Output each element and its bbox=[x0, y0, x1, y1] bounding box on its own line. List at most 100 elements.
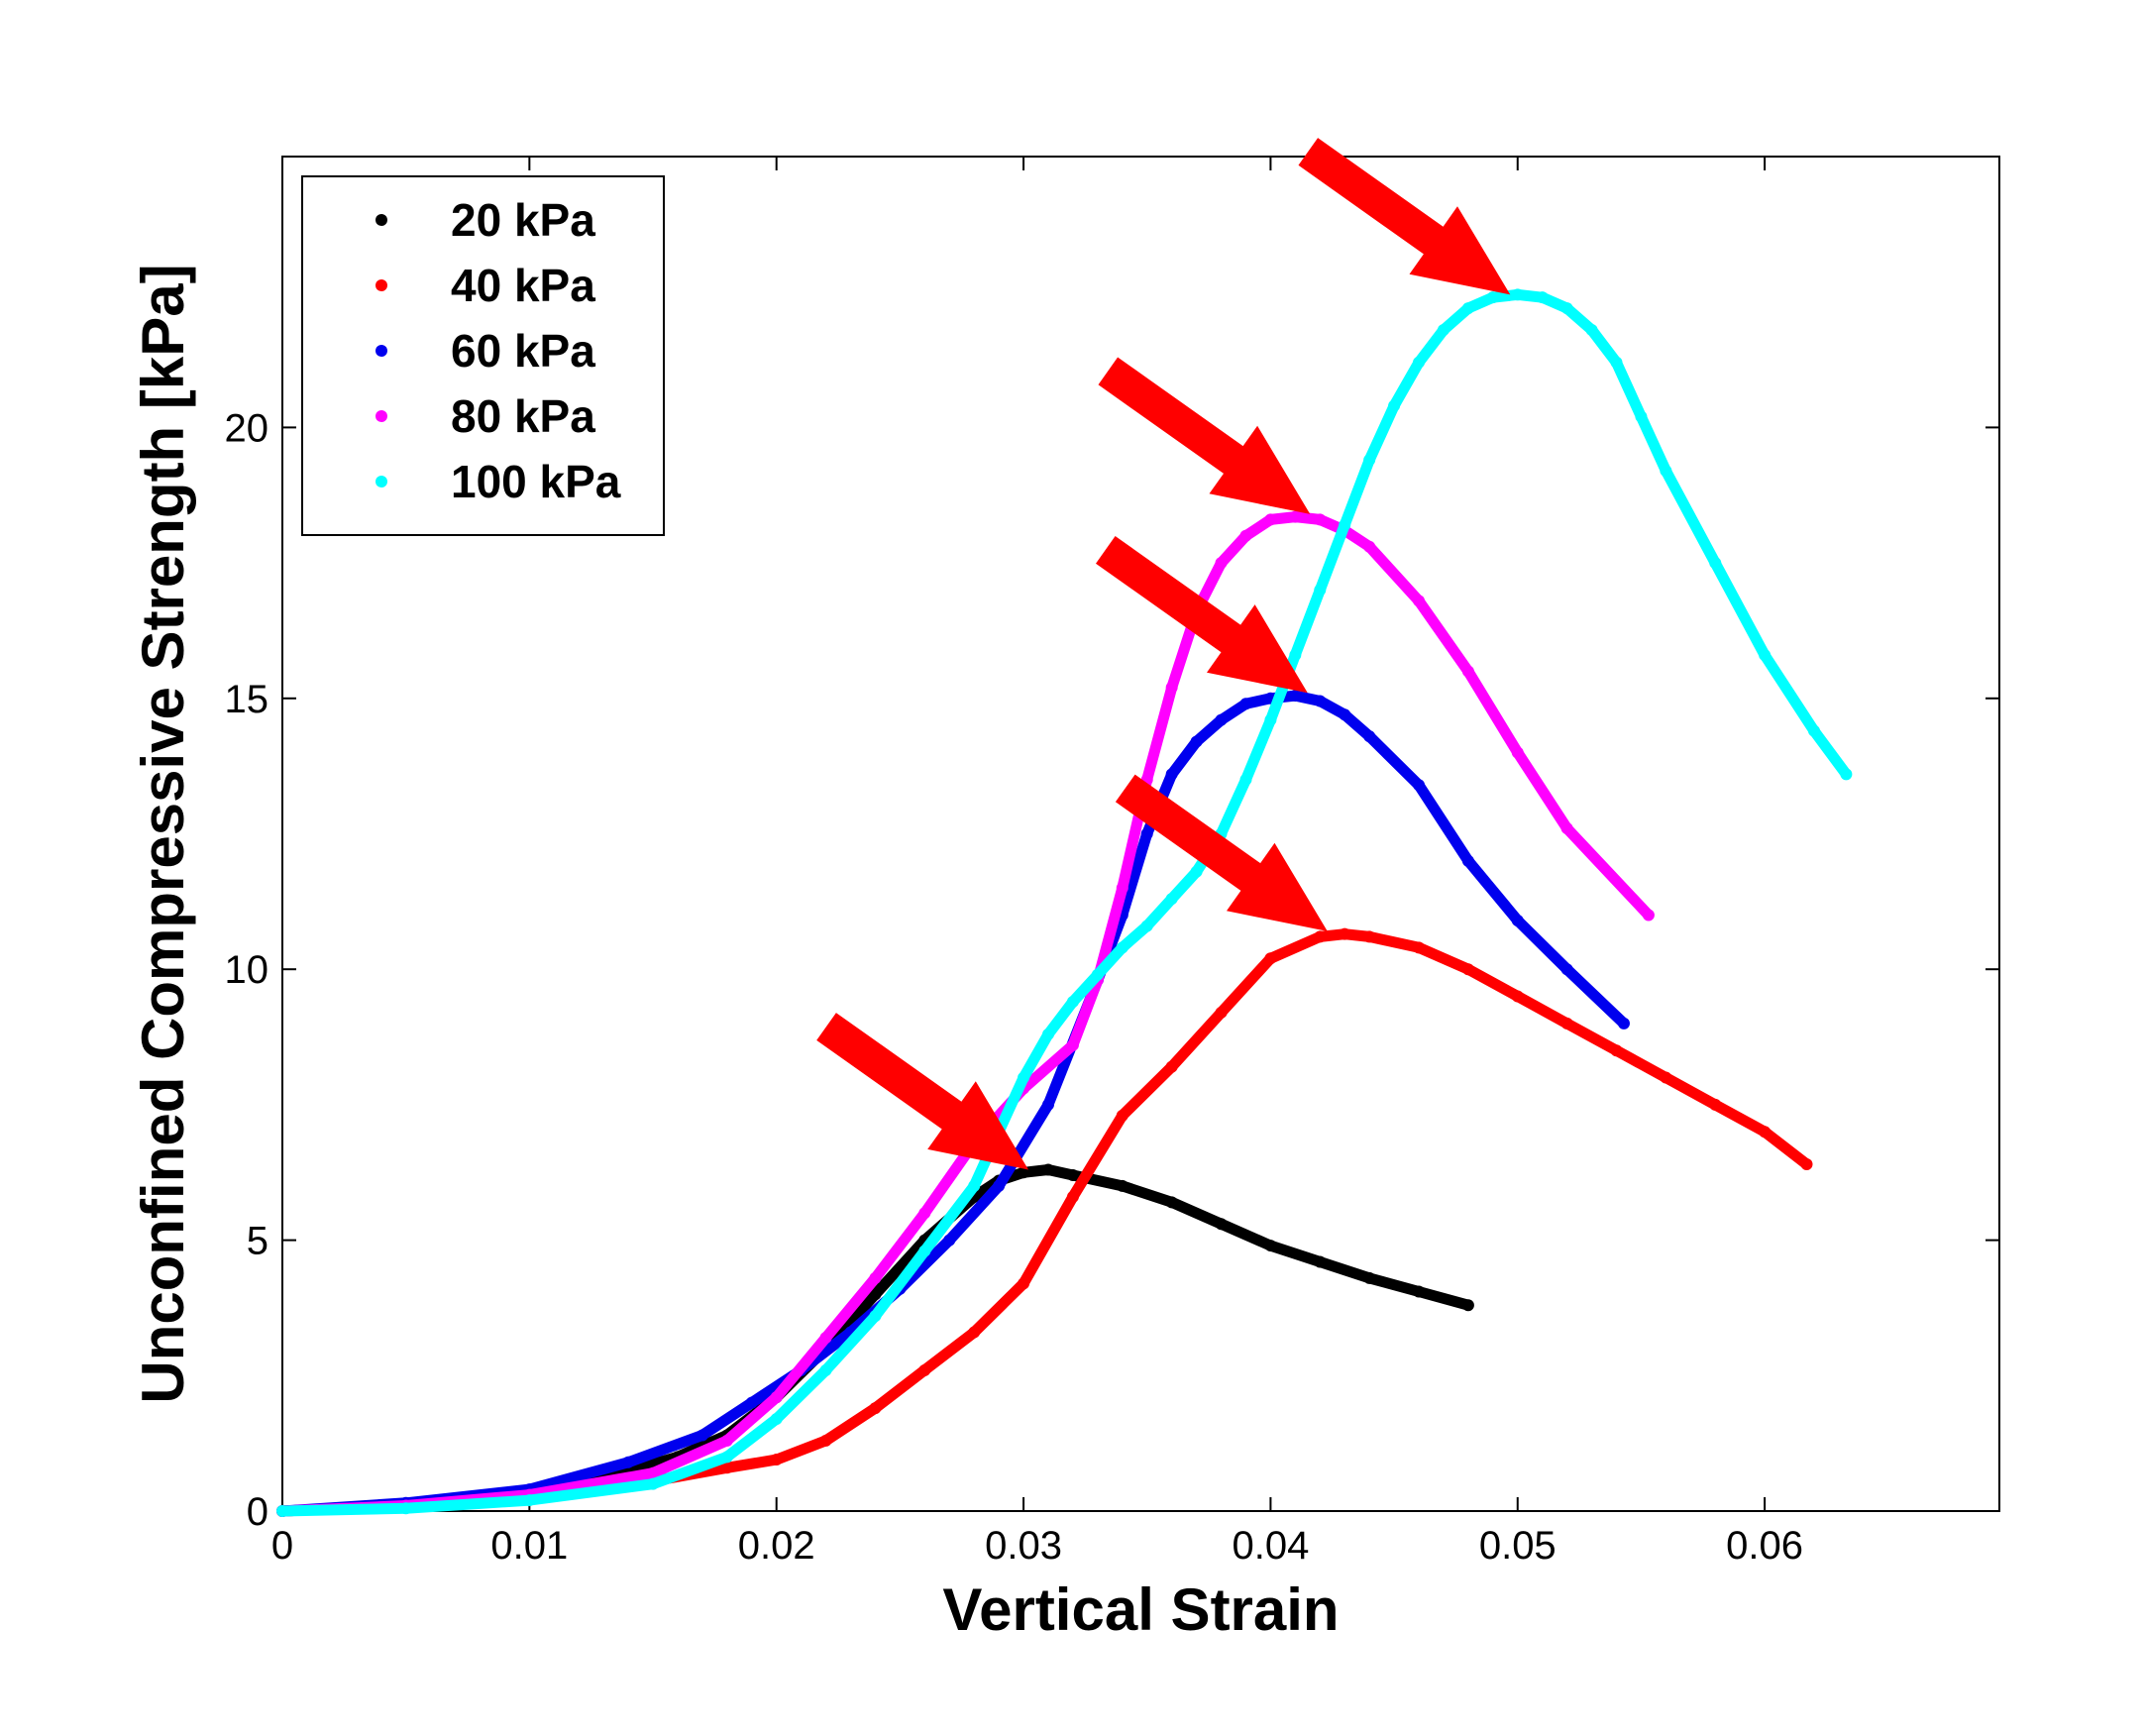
data-point bbox=[1289, 510, 1302, 523]
y-tick-label: 10 bbox=[225, 948, 269, 992]
data-point bbox=[1339, 927, 1351, 940]
data-point bbox=[1314, 1255, 1327, 1268]
data-point bbox=[1018, 1277, 1030, 1290]
data-point bbox=[968, 1179, 981, 1192]
peak-arrow-icon bbox=[1096, 536, 1308, 694]
x-tick-label: 0.02 bbox=[738, 1524, 815, 1568]
data-point bbox=[1314, 930, 1327, 943]
data-point bbox=[1165, 768, 1178, 781]
data-point bbox=[1363, 454, 1376, 467]
series-line bbox=[276, 928, 1812, 1517]
data-point bbox=[1215, 1006, 1228, 1019]
data-point bbox=[1413, 941, 1426, 954]
data-point bbox=[1840, 768, 1853, 781]
legend-item: 40 kPa bbox=[376, 260, 595, 311]
y-axis-title: Unconfined Compressive Strength [kPa] bbox=[130, 264, 196, 1403]
data-point bbox=[943, 1234, 956, 1247]
data-point bbox=[1759, 649, 1771, 662]
x-tick-label: 0 bbox=[271, 1524, 293, 1568]
legend-label: 100 kPa bbox=[451, 456, 621, 507]
data-point bbox=[1116, 882, 1128, 895]
legend-marker bbox=[376, 214, 387, 226]
data-point bbox=[1165, 893, 1178, 906]
data-point bbox=[1339, 708, 1351, 721]
data-point bbox=[1413, 595, 1426, 607]
data-point bbox=[869, 1402, 882, 1415]
data-point bbox=[918, 1207, 931, 1220]
data-point bbox=[869, 1288, 882, 1301]
data-point bbox=[1610, 356, 1623, 369]
data-point bbox=[1413, 779, 1426, 792]
data-point bbox=[720, 1434, 733, 1447]
data-point bbox=[1536, 291, 1549, 304]
data-point bbox=[745, 1396, 758, 1409]
data-point bbox=[647, 1477, 660, 1490]
data-point bbox=[1437, 323, 1449, 336]
data-point bbox=[1190, 865, 1203, 878]
peak-arrow-icon bbox=[1098, 357, 1311, 514]
data-point bbox=[1363, 730, 1376, 743]
legend-item: 100 kPa bbox=[376, 456, 621, 507]
data-point bbox=[1264, 1240, 1277, 1252]
data-point bbox=[993, 1179, 1006, 1192]
legend-label: 40 kPa bbox=[451, 260, 595, 311]
data-point bbox=[1486, 291, 1499, 304]
data-point bbox=[1215, 1218, 1228, 1231]
legend: 20 kPa 40 kPa 60 kPa 80 kPa 100 kPa bbox=[301, 175, 665, 536]
data-point bbox=[770, 1413, 783, 1426]
data-point bbox=[1461, 302, 1474, 315]
peak-arrow-icon bbox=[816, 1013, 1028, 1170]
data-point bbox=[1617, 1017, 1630, 1030]
data-point bbox=[1314, 584, 1327, 597]
x-tick-label: 0.06 bbox=[1726, 1524, 1803, 1568]
data-point bbox=[1264, 713, 1277, 726]
data-point bbox=[1066, 1168, 1079, 1181]
x-tick-label: 0.03 bbox=[985, 1524, 1062, 1568]
series-80-kpa bbox=[276, 510, 1655, 1517]
data-point bbox=[869, 1310, 882, 1323]
data-point bbox=[1660, 465, 1672, 478]
y-tick-label: 20 bbox=[225, 406, 269, 450]
data-point bbox=[523, 1494, 536, 1507]
data-point bbox=[1560, 822, 1573, 835]
peak-arrow-icon bbox=[1115, 774, 1328, 931]
data-point bbox=[1363, 540, 1376, 553]
legend-item: 80 kPa bbox=[376, 390, 595, 442]
data-point bbox=[1091, 968, 1104, 981]
data-point bbox=[1807, 724, 1820, 737]
data-point bbox=[622, 1456, 635, 1468]
data-point bbox=[1165, 681, 1178, 694]
data-point bbox=[1041, 1098, 1054, 1111]
data-point bbox=[1759, 1126, 1771, 1139]
data-point bbox=[1215, 713, 1228, 726]
series-line bbox=[276, 288, 1852, 1517]
y-tick-label: 5 bbox=[247, 1220, 268, 1263]
x-axis-title: Vertical Strain bbox=[942, 1576, 1339, 1643]
y-tick-labels: 0 5 10 15 20 bbox=[225, 406, 269, 1534]
data-point bbox=[1239, 529, 1252, 542]
data-point bbox=[1339, 518, 1351, 531]
data-point bbox=[276, 1505, 288, 1517]
legend-marker bbox=[376, 410, 387, 422]
data-point bbox=[819, 1434, 832, 1447]
data-point bbox=[1461, 854, 1474, 867]
legend-box bbox=[301, 175, 665, 536]
x-tick-label: 0.04 bbox=[1232, 1524, 1309, 1568]
data-point bbox=[869, 1271, 882, 1284]
data-point bbox=[1511, 288, 1524, 301]
data-series bbox=[276, 288, 1853, 1517]
data-point bbox=[1041, 1163, 1054, 1176]
data-point bbox=[1511, 990, 1524, 1003]
data-point bbox=[1585, 323, 1598, 336]
data-point bbox=[1165, 1060, 1178, 1073]
legend-label: 60 kPa bbox=[451, 325, 595, 377]
legend-marker bbox=[376, 345, 387, 357]
legend-marker bbox=[376, 476, 387, 488]
annotation-arrows bbox=[816, 138, 1511, 1170]
data-point bbox=[1239, 698, 1252, 710]
data-point bbox=[1239, 773, 1252, 786]
data-point bbox=[720, 1462, 733, 1474]
data-point bbox=[1363, 930, 1376, 943]
data-point bbox=[1560, 302, 1573, 315]
